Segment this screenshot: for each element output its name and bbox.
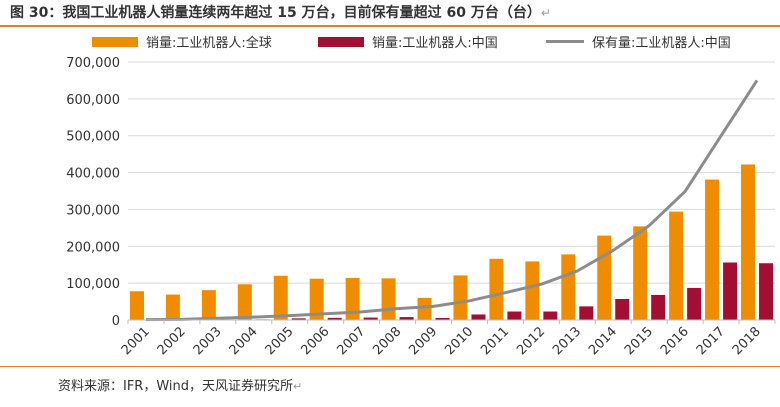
x-tick-label: 2002: [155, 324, 189, 358]
x-tick-label: 2009: [406, 324, 440, 358]
bar-global-sales: [561, 254, 576, 320]
bar-china-sales: [687, 287, 702, 320]
bar-china-sales: [543, 311, 558, 320]
source-note: 资料来源：IFR，Wind，天风证券研究所↵: [58, 375, 302, 394]
bar-global-sales: [273, 275, 288, 320]
bar-china-sales: [363, 317, 378, 320]
y-tick-label: 400,000: [66, 167, 120, 182]
legend-item-global-sales: 销量:工业机器人:全球: [92, 32, 272, 51]
bar-china-sales: [399, 317, 414, 320]
bottom-divider: [0, 366, 780, 367]
legend-swatch-global-sales: [92, 36, 138, 47]
source-text: 资料来源：IFR，Wind，天风证券研究所: [58, 379, 294, 394]
y-tick-label: 700,000: [66, 56, 120, 71]
bar-china-sales: [507, 311, 522, 320]
chart-title: 图 30：我国工业机器人销量连续两年超过 15 万台，目前保有量超过 60 万台…: [10, 2, 551, 22]
x-tick-label: 2018: [730, 324, 764, 358]
x-tick-label: 2003: [191, 324, 225, 358]
bar-china-sales: [471, 314, 486, 320]
bar-china-sales: [723, 262, 738, 320]
x-tick-label: 2017: [694, 324, 728, 358]
return-mark-icon: ↵: [293, 380, 303, 393]
x-tick-label: 2005: [263, 324, 297, 358]
bar-global-sales: [237, 284, 252, 320]
bar-china-sales: [291, 318, 306, 320]
bar-global-sales: [381, 278, 396, 320]
bar-china-sales: [327, 317, 342, 320]
bar-global-sales: [633, 226, 648, 320]
bar-global-sales: [705, 179, 720, 320]
y-tick-label: 600,000: [66, 93, 120, 108]
x-tick-label: 2013: [550, 324, 584, 358]
y-tick-label: 0: [112, 314, 120, 329]
bar-china-sales: [651, 294, 666, 320]
bar-china-sales: [759, 263, 774, 320]
return-mark-icon: ↵: [540, 6, 551, 20]
bar-global-sales: [129, 291, 144, 320]
x-tick-label: 2015: [622, 324, 656, 358]
bar-global-sales: [453, 275, 468, 320]
x-tick-label: 2012: [514, 324, 548, 358]
legend-label-global-sales: 销量:工业机器人:全球: [146, 36, 272, 51]
bar-global-sales: [417, 297, 432, 320]
bar-layer: [129, 164, 774, 320]
legend-label-china-sales: 销量:工业机器人:中国: [372, 36, 498, 51]
y-tick-label: 300,000: [66, 203, 120, 218]
legend-swatch-china-sales: [318, 36, 364, 47]
bar-china-sales: [615, 298, 630, 320]
legend-label-china-stock: 保有量:工业机器人:中国: [592, 36, 731, 51]
y-tick-label: 100,000: [66, 277, 120, 292]
bar-global-sales: [309, 278, 324, 320]
bar-global-sales: [741, 164, 756, 320]
line-layer: [145, 79, 759, 322]
bar-china-sales: [435, 317, 450, 320]
legend-item-china-stock: 保有量:工业机器人:中国: [546, 32, 731, 51]
x-tick-label: 2004: [227, 324, 261, 358]
x-tick-label: 2006: [299, 324, 333, 358]
y-tick-label: 500,000: [66, 130, 120, 145]
x-tick-label: 2007: [334, 324, 368, 358]
legend-swatch-china-stock: [546, 40, 584, 43]
x-tick-label: 2001: [119, 324, 153, 358]
legend-item-china-sales: 销量:工业机器人:中国: [318, 32, 498, 51]
bar-global-sales: [525, 261, 540, 320]
x-tick-label: 2011: [478, 324, 512, 358]
bar-china-sales: [579, 306, 594, 320]
bar-global-sales: [597, 235, 612, 320]
bar-global-sales: [201, 290, 216, 320]
x-tick-label: 2008: [370, 324, 404, 358]
chart-title-text: 图 30：我国工业机器人销量连续两年超过 15 万台，目前保有量超过 60 万台…: [10, 5, 541, 21]
y-tick-label: 200,000: [66, 240, 120, 255]
x-tick-label: 2016: [658, 324, 692, 358]
line-china-stock: [145, 79, 759, 322]
top-divider: [0, 25, 780, 27]
chart-plot: 0 100,000 200,000 300,000 400,000 500,000 600,…: [66, 56, 776, 358]
bar-global-sales: [165, 294, 180, 320]
x-tick-label: 2014: [586, 324, 620, 358]
bar-global-sales: [669, 211, 684, 320]
bar-global-sales: [489, 258, 504, 320]
bar-global-sales: [345, 277, 360, 320]
x-tick-label: 2010: [442, 324, 476, 358]
